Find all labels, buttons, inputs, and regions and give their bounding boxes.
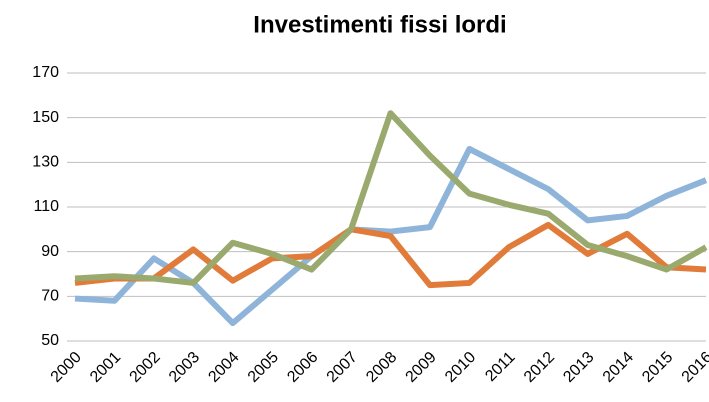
x-tick-label: 2001 bbox=[87, 349, 124, 386]
x-tick-label: 2009 bbox=[403, 349, 440, 386]
y-tick-label: 110 bbox=[33, 198, 59, 215]
x-tick-label: 2016 bbox=[679, 349, 709, 386]
x-tick-label: 2004 bbox=[205, 349, 242, 386]
y-tick-label: 70 bbox=[41, 288, 59, 305]
series-line bbox=[74, 110, 708, 286]
y-tick-label: 150 bbox=[32, 109, 59, 126]
y-tick-label: 170 bbox=[32, 64, 59, 81]
x-tick-label: 2010 bbox=[442, 349, 479, 386]
x-tick-label: 2011 bbox=[482, 349, 518, 385]
y-tick-label: 130 bbox=[32, 154, 59, 171]
x-tick-label: 2003 bbox=[166, 349, 203, 386]
x-tick-label: 2007 bbox=[324, 349, 361, 386]
x-tick-label: 2000 bbox=[48, 349, 85, 386]
x-tick-label: 2013 bbox=[560, 349, 597, 386]
x-tick-label: 2006 bbox=[284, 349, 321, 386]
x-tick-label: 2012 bbox=[521, 349, 558, 386]
series-line bbox=[74, 221, 707, 289]
x-tick-label: 2008 bbox=[363, 349, 400, 386]
series-line bbox=[74, 145, 708, 327]
x-tick-label: 2002 bbox=[126, 349, 163, 386]
x-tick-label: 2005 bbox=[245, 349, 282, 386]
y-tick-label: 50 bbox=[41, 332, 59, 349]
x-tick-label: 2015 bbox=[639, 349, 676, 386]
chart-title: Investimenti fissi lordi bbox=[253, 11, 506, 38]
x-tick-label: 2014 bbox=[600, 349, 637, 386]
y-tick-label: 90 bbox=[41, 243, 59, 260]
